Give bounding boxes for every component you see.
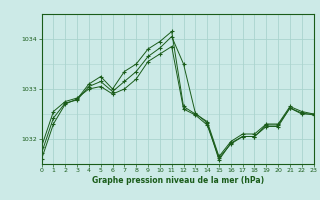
X-axis label: Graphe pression niveau de la mer (hPa): Graphe pression niveau de la mer (hPa) (92, 176, 264, 185)
